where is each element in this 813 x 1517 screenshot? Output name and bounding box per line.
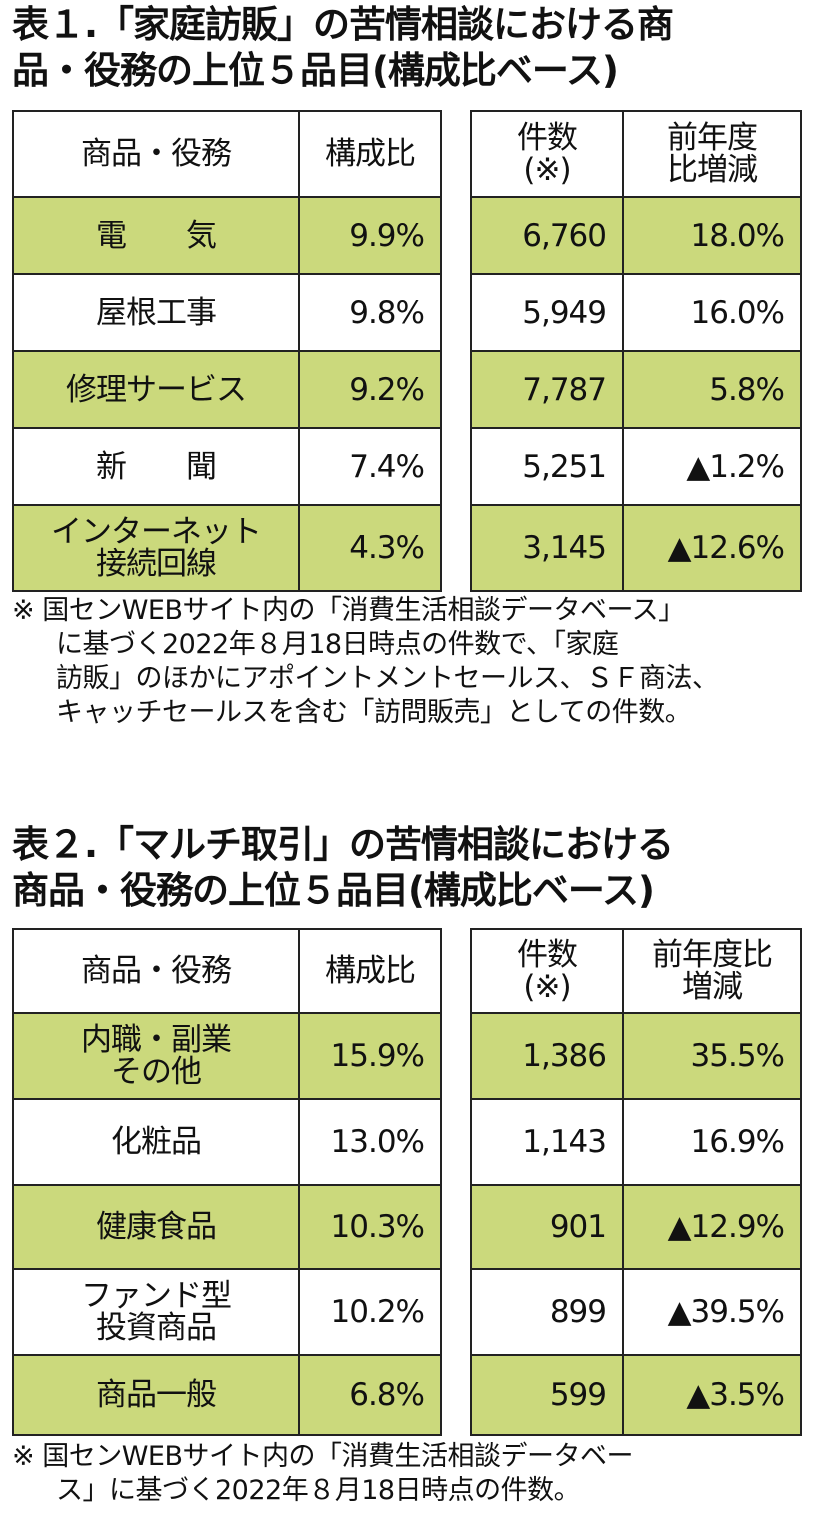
table-cell: 5.8% [622,350,802,429]
table-cell: 9.9% [298,196,442,275]
header-cell: 前年度 比増減 [622,110,802,198]
table-cell: 4.3% [298,504,442,592]
header-cell: 前年度比 増減 [622,928,802,1014]
table-cell: 9.8% [298,273,442,352]
table-cell: 35.5% [622,1012,802,1100]
table-cell: 7,787 [470,350,624,429]
header-cell: 構成比 [298,928,442,1014]
table-cell: 18.0% [622,196,802,275]
table-cell: 修理サービス [12,350,300,429]
table-cell: 10.2% [298,1268,442,1356]
table-cell: 健康食品 [12,1184,300,1270]
table-cell: 内職・副業 その他 [12,1012,300,1100]
table-cell: インターネット 接続回線 [12,504,300,592]
table-cell: 899 [470,1268,624,1356]
table-cell: 16.9% [622,1098,802,1186]
table-cell: 9.2% [298,350,442,429]
table-cell: 901 [470,1184,624,1270]
header-cell: 件数 (※) [470,110,624,198]
table-cell: 6.8% [298,1354,442,1436]
table-cell: ▲1.2% [622,427,802,506]
table-cell: 6,760 [470,196,624,275]
table-cell: 1,386 [470,1012,624,1100]
table-cell: 電 気 [12,196,300,275]
footnote: ※ 国センWEBサイト内の「消費生活相談データベース」 に基づく2022年８月1… [12,595,719,728]
table-cell: 599 [470,1354,624,1436]
table-cell: 16.0% [622,273,802,352]
footnote: ※ 国センWEBサイト内の「消費生活相談データベー ス」に基づく2022年８月1… [12,1441,633,1506]
table-cell: ▲12.6% [622,504,802,592]
table-cell: 1,143 [470,1098,624,1186]
table-cell: 新 聞 [12,427,300,506]
table-title: 表２.「マルチ取引」の苦情相談における 商品・役務の上位５品目(構成比ベース) [12,823,674,912]
table-cell: ▲3.5% [622,1354,802,1436]
table-title: 表１.「家庭訪販」の苦情相談における商 品・役務の上位５品目(構成比ベース) [12,3,674,92]
header-cell: 件数 (※) [470,928,624,1014]
table-cell: 屋根工事 [12,273,300,352]
table-cell: 5,949 [470,273,624,352]
table-cell: 15.9% [298,1012,442,1100]
table-cell: 13.0% [298,1098,442,1186]
table-cell: 10.3% [298,1184,442,1270]
table-cell: 3,145 [470,504,624,592]
table-cell: 5,251 [470,427,624,506]
header-cell: 構成比 [298,110,442,198]
table-cell: 7.4% [298,427,442,506]
table-cell: ▲39.5% [622,1268,802,1356]
header-cell: 商品・役務 [12,110,300,198]
table-cell: ファンド型 投資商品 [12,1268,300,1356]
table-cell: 化粧品 [12,1098,300,1186]
header-cell: 商品・役務 [12,928,300,1014]
table-cell: ▲12.9% [622,1184,802,1270]
table-cell: 商品一般 [12,1354,300,1436]
